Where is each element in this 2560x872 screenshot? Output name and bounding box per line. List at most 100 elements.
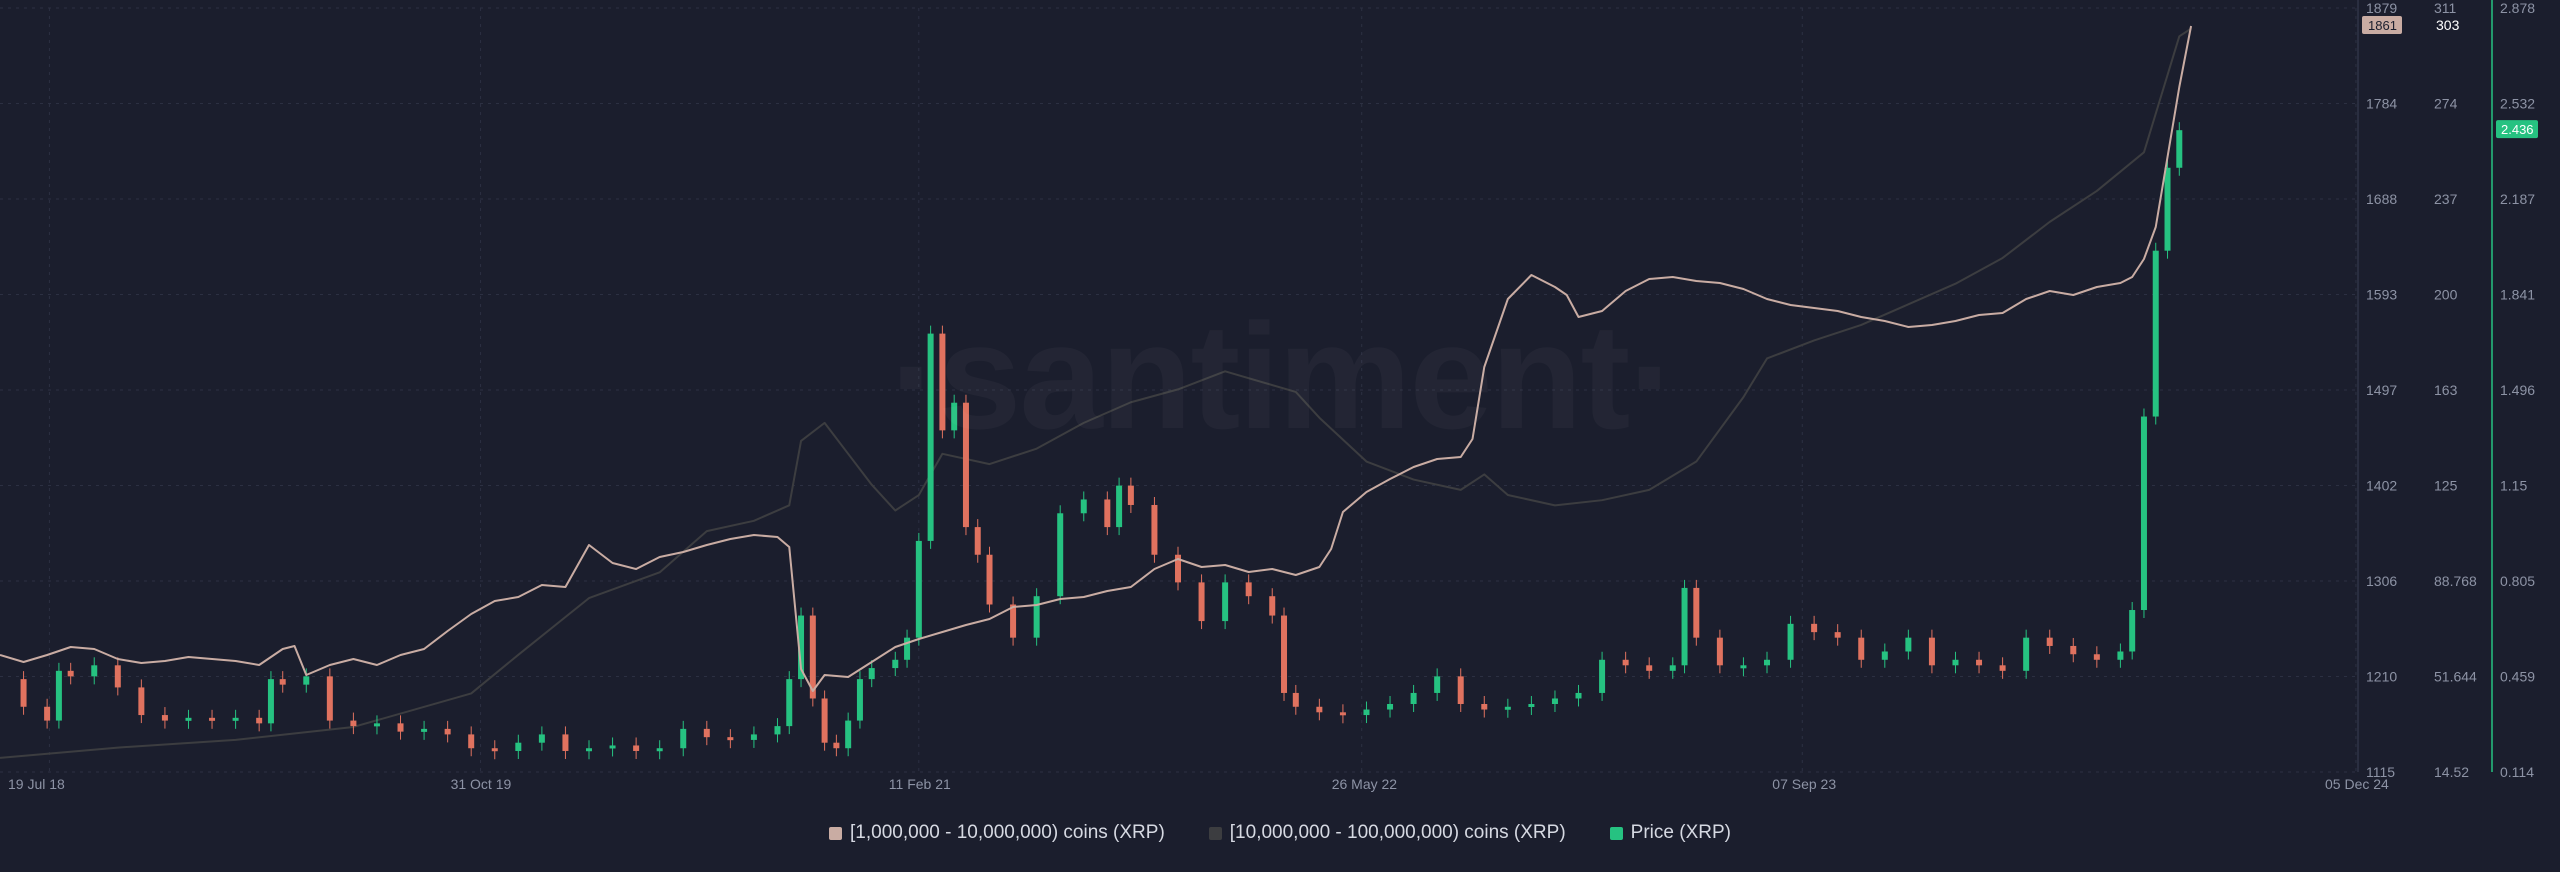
left-axis-tick: 1210	[2366, 669, 2397, 685]
right-axis-tick: 1.15	[2500, 478, 2527, 494]
price-candle	[326, 676, 333, 721]
price-last-badge	[2496, 120, 2538, 139]
series-b-last-value: 303	[2436, 17, 2460, 33]
x-tick-label: 31 Oct 19	[451, 776, 512, 792]
legend-swatch-series-a	[829, 826, 843, 840]
price-candle	[138, 687, 145, 716]
price-candle	[468, 734, 475, 749]
price-candle	[1858, 637, 1865, 660]
price-candle	[609, 745, 616, 749]
price-candle	[821, 698, 828, 743]
middle-axis-tick: 125	[2434, 478, 2458, 494]
middle-axis-tick: 274	[2434, 96, 2458, 112]
price-candle	[1363, 709, 1370, 716]
price-candle	[1881, 651, 1888, 660]
legend-item-price[interactable]: Price (XRP)	[1609, 822, 1731, 844]
price-candle	[1033, 596, 1040, 638]
left-axis-tick: 1402	[2366, 478, 2397, 494]
price-candle	[1952, 659, 1959, 666]
price-candle	[1080, 499, 1087, 514]
price-candle	[20, 679, 27, 707]
left-axis-tick: 1688	[2366, 191, 2397, 207]
price-candle	[209, 717, 216, 721]
right-axis-tick: 1.496	[2500, 382, 2535, 398]
price-candle	[1787, 623, 1794, 660]
price-candle	[750, 734, 757, 740]
price-candle	[1481, 704, 1488, 710]
x-tick-label: 26 May 22	[1332, 776, 1398, 792]
middle-axis-tick: 51.644	[2434, 669, 2477, 685]
left-axis-tick: 1306	[2366, 573, 2397, 589]
price-candle	[786, 679, 793, 727]
price-candle	[1693, 587, 1700, 638]
price-candle	[279, 679, 286, 685]
price-candle	[809, 615, 816, 699]
price-candle	[1127, 485, 1134, 505]
price-candle	[962, 402, 969, 528]
price-candle	[892, 659, 899, 669]
price-candle	[303, 676, 310, 685]
price-candle	[833, 742, 840, 749]
price-candle	[856, 679, 863, 721]
right-axis-tick: 0.114	[2500, 764, 2534, 780]
price-candle	[1434, 676, 1441, 693]
right-axis-tick: 2.878	[2500, 0, 2535, 16]
price-candle	[2023, 637, 2030, 671]
right-axis-tick: 2.532	[2500, 96, 2535, 112]
x-tick-label: 19 Jul 18	[8, 776, 65, 792]
price-candle	[114, 665, 121, 688]
price-candle	[538, 734, 545, 743]
series-b-line	[0, 27, 2192, 759]
price-candle	[974, 527, 981, 555]
price-candle	[267, 679, 274, 724]
left-axis-tick: 1115	[2366, 764, 2395, 780]
left-axis-tick: 1784	[2366, 96, 2397, 112]
right-axis-tick: 1.841	[2500, 287, 2535, 303]
price-candle	[1599, 659, 1606, 693]
price-candle	[2176, 130, 2183, 168]
legend-item-series-b[interactable]: [10,000,000 - 100,000,000) coins (XRP)	[1208, 822, 1566, 844]
legend-label-price: Price (XRP)	[1630, 822, 1731, 843]
price-candle	[1575, 692, 1582, 699]
price-candle	[586, 748, 592, 752]
price-candle	[1811, 623, 1818, 633]
middle-axis-tick: 14.52	[2434, 764, 2469, 780]
price-candle	[1175, 554, 1181, 583]
price-candle	[1010, 604, 1017, 638]
price-candle	[868, 668, 875, 680]
price-candle	[515, 742, 522, 751]
price-candle	[1551, 698, 1558, 705]
middle-axis-tick: 237	[2434, 191, 2458, 207]
price-candle	[256, 717, 263, 724]
price-candle	[397, 723, 404, 732]
price-candle	[845, 720, 852, 749]
left-axis-tick: 1879	[2366, 0, 2397, 16]
price-candle	[1222, 582, 1229, 622]
price-candle	[350, 720, 357, 727]
price-candle	[1269, 596, 1276, 616]
price-candle	[1410, 692, 1417, 705]
price-candle	[1999, 665, 2006, 671]
price-candle	[91, 665, 98, 677]
price-candle	[1057, 513, 1064, 597]
price-candle	[373, 723, 380, 727]
price-candle	[1716, 637, 1723, 666]
series-a-last-value: 1861	[2368, 18, 2397, 33]
price-candle	[161, 715, 168, 721]
price-candle	[2152, 250, 2159, 417]
price-candle	[2117, 651, 2124, 660]
price-candle	[986, 554, 993, 605]
middle-axis-tick: 88.768	[2434, 573, 2477, 589]
price-candle	[1764, 659, 1770, 666]
middle-axis-tick: 163	[2434, 382, 2458, 398]
legend-item-series-a[interactable]: [1,000,000 - 10,000,000) coins (XRP)	[829, 822, 1165, 844]
price-candle	[421, 728, 428, 732]
price-last-value: 2.436	[2501, 122, 2534, 137]
price-candle	[1316, 706, 1323, 713]
price-candle	[927, 333, 934, 541]
price-candle	[491, 748, 498, 752]
price-candle	[2140, 416, 2147, 611]
price-candle	[67, 670, 74, 677]
santiment-watermark: ·santiment·	[890, 290, 1676, 463]
